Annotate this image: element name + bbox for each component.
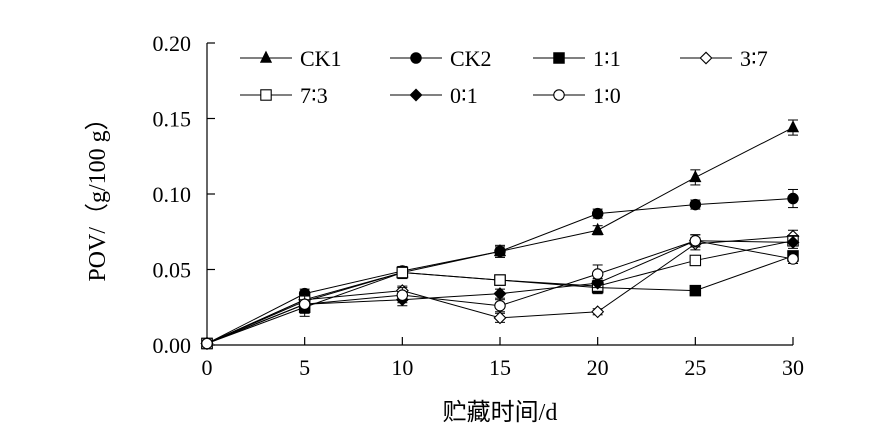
y-tick-label: 0.20	[153, 31, 192, 56]
data-point	[689, 169, 702, 183]
data-point	[787, 253, 799, 265]
data-point	[591, 222, 604, 235]
y-tick-label: 0.00	[153, 333, 192, 358]
data-point	[494, 274, 506, 286]
legend-item-3: 1∶1	[533, 46, 621, 71]
data-point	[787, 192, 799, 205]
data-point	[689, 235, 702, 247]
data-point	[591, 268, 604, 280]
x-tick-label: 20	[587, 355, 609, 380]
series-2	[201, 188, 799, 350]
x-tick-label: 15	[489, 355, 511, 380]
legend-marker	[410, 52, 422, 64]
legend-label: CK1	[300, 46, 342, 71]
legend-marker	[259, 50, 273, 63]
legend-label: 3∶7	[740, 46, 768, 71]
data-point	[396, 289, 409, 301]
legend-item-6: 0∶1	[390, 83, 478, 108]
data-point	[494, 299, 506, 312]
series-layer	[200, 119, 800, 350]
legend-label: 1∶1	[593, 46, 621, 71]
legend-item-2: CK2	[390, 46, 492, 71]
legend-item-4: 3∶7	[680, 46, 768, 71]
legend-item-1: CK1	[240, 46, 342, 71]
y-axis-label: POV/（g/100 g）	[85, 106, 111, 281]
legend-item-5: 7∶3	[240, 83, 328, 108]
legend-label: 7∶3	[300, 83, 328, 108]
data-point	[396, 266, 409, 279]
y-tick-label: 0.05	[153, 258, 192, 283]
data-point	[591, 207, 604, 220]
x-axis-label: 贮藏时间/d	[443, 399, 558, 426]
legend: CK1 CK2 1∶1 3∶7 7∶3 0∶1 1∶0	[240, 46, 768, 108]
data-point	[298, 298, 311, 310]
data-point	[494, 245, 506, 258]
data-point	[689, 254, 702, 267]
x-tick-label: 10	[391, 355, 413, 380]
legend-marker	[409, 88, 423, 102]
x-tick-label: 30	[782, 355, 804, 380]
y-tick-label: 0.10	[153, 182, 192, 207]
x-tick-label: 0	[202, 355, 213, 380]
data-point	[689, 198, 702, 211]
legend-marker	[260, 89, 272, 101]
legend-label: CK2	[450, 46, 492, 71]
x-tick-label: 5	[299, 355, 310, 380]
x-tick-label: 25	[684, 355, 706, 380]
legend-label: 0∶1	[450, 83, 478, 108]
series-7	[201, 234, 799, 350]
legend-item-7: 1∶0	[533, 83, 621, 108]
legend-marker	[699, 51, 713, 65]
data-point	[689, 284, 702, 297]
legend-label: 1∶0	[593, 83, 621, 108]
y-tick-label: 0.15	[153, 107, 192, 132]
legend-marker	[553, 89, 565, 101]
legend-marker	[553, 52, 565, 64]
data-point	[786, 235, 800, 249]
data-point	[786, 120, 800, 133]
data-point	[493, 311, 507, 325]
data-point	[201, 337, 213, 350]
data-point	[493, 287, 507, 301]
data-point	[591, 305, 605, 319]
axes: 0.00 0.05 0.10 0.15 0.20 0 5 10 15 20 25 30	[153, 31, 805, 380]
